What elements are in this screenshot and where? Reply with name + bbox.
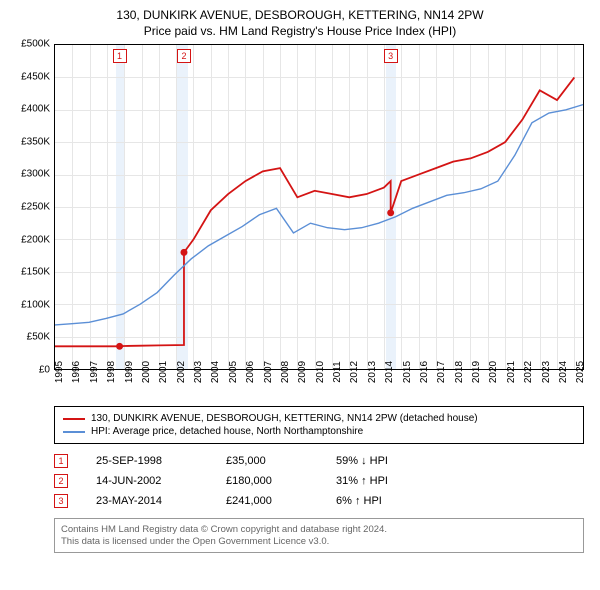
y-tick-label: £150K	[21, 267, 50, 278]
x-tick-label: 1998	[106, 361, 117, 383]
chart-container: 130, DUNKIRK AVENUE, DESBOROUGH, KETTERI…	[0, 0, 600, 559]
x-tick-label: 2001	[158, 361, 169, 383]
legend-label: HPI: Average price, detached house, Nort…	[91, 426, 363, 437]
x-tick-label: 1999	[124, 361, 135, 383]
plot-marker: 3	[384, 49, 398, 63]
x-tick-label: 2000	[141, 361, 152, 383]
note-row: 1 25-SEP-1998£35,00059% ↓ HPI	[54, 454, 584, 468]
x-tick-label: 2015	[402, 361, 413, 383]
note-marker: 2	[54, 474, 68, 488]
x-tick-label: 2007	[263, 361, 274, 383]
y-tick-label: £100K	[21, 299, 50, 310]
plot-marker: 1	[113, 49, 127, 63]
note-marker: 3	[54, 494, 68, 508]
y-axis: £0£50K£100K£150K£200K£250K£300K£350K£400…	[10, 44, 52, 370]
x-tick-label: 2016	[419, 361, 430, 383]
y-tick-label: £500K	[21, 39, 50, 50]
x-tick-label: 2019	[471, 361, 482, 383]
note-hpi: 31% ↑ HPI	[336, 475, 584, 487]
legend-label: 130, DUNKIRK AVENUE, DESBOROUGH, KETTERI…	[91, 413, 478, 424]
note-date: 25-SEP-1998	[96, 455, 226, 467]
y-tick-label: £200K	[21, 234, 50, 245]
note-row: 2 14-JUN-2002£180,00031% ↑ HPI	[54, 474, 584, 488]
x-tick-label: 2003	[193, 361, 204, 383]
y-tick-label: £350K	[21, 136, 50, 147]
x-tick-label: 2008	[280, 361, 291, 383]
x-axis: 1995199619971998199920002001200220032004…	[54, 370, 584, 394]
legend-item: 130, DUNKIRK AVENUE, DESBOROUGH, KETTERI…	[63, 413, 575, 424]
x-tick-label: 2017	[436, 361, 447, 383]
plot-area: 1 2 3	[54, 44, 584, 370]
x-tick-label: 2024	[558, 361, 569, 383]
y-tick-label: £50K	[27, 332, 50, 343]
note-marker: 1	[54, 454, 68, 468]
x-tick-label: 2018	[454, 361, 465, 383]
x-tick-label: 1995	[54, 361, 65, 383]
y-tick-label: £250K	[21, 202, 50, 213]
note-row: 3 23-MAY-2014£241,0006% ↑ HPI	[54, 494, 584, 508]
legend: 130, DUNKIRK AVENUE, DESBOROUGH, KETTERI…	[54, 406, 584, 444]
y-tick-label: £300K	[21, 169, 50, 180]
x-tick-label: 1997	[89, 361, 100, 383]
x-tick-label: 2004	[210, 361, 221, 383]
sale-point	[116, 343, 123, 350]
x-tick-label: 2011	[332, 361, 343, 383]
x-tick-label: 2014	[384, 361, 395, 383]
note-price: £35,000	[226, 455, 336, 467]
x-tick-label: 2021	[506, 361, 517, 383]
note-hpi: 6% ↑ HPI	[336, 495, 584, 507]
legend-swatch	[63, 431, 85, 433]
x-tick-label: 2009	[297, 361, 308, 383]
series-hpi	[55, 105, 583, 325]
chart-svg	[55, 45, 583, 369]
x-tick-label: 2022	[523, 361, 534, 383]
x-tick-label: 2005	[228, 361, 239, 383]
footer-line-2: This data is licensed under the Open Gov…	[61, 536, 577, 547]
x-tick-label: 2020	[488, 361, 499, 383]
x-tick-label: 2023	[541, 361, 552, 383]
sale-point	[387, 209, 394, 216]
x-tick-label: 2002	[176, 361, 187, 383]
note-date: 14-JUN-2002	[96, 475, 226, 487]
x-tick-label: 1996	[71, 361, 82, 383]
legend-item: HPI: Average price, detached house, Nort…	[63, 426, 575, 437]
x-tick-label: 2006	[245, 361, 256, 383]
title-line-2: Price paid vs. HM Land Registry's House …	[10, 24, 590, 38]
legend-swatch	[63, 418, 85, 420]
note-price: £241,000	[226, 495, 336, 507]
footer-line-1: Contains HM Land Registry data © Crown c…	[61, 524, 577, 535]
sale-notes: 1 25-SEP-1998£35,00059% ↓ HPI 2 14-JUN-2002…	[54, 454, 584, 508]
note-price: £180,000	[226, 475, 336, 487]
x-tick-label: 2010	[315, 361, 326, 383]
series-price-paid	[55, 77, 574, 346]
y-tick-label: £450K	[21, 71, 50, 82]
note-date: 23-MAY-2014	[96, 495, 226, 507]
chart-titles: 130, DUNKIRK AVENUE, DESBOROUGH, KETTERI…	[10, 8, 590, 38]
sale-point	[180, 249, 187, 256]
attribution-footer: Contains HM Land Registry data © Crown c…	[54, 518, 584, 553]
plot-marker: 2	[177, 49, 191, 63]
y-tick-label: £0	[39, 365, 50, 376]
title-line-1: 130, DUNKIRK AVENUE, DESBOROUGH, KETTERI…	[10, 8, 590, 22]
x-tick-label: 2013	[367, 361, 378, 383]
x-tick-label: 2012	[349, 361, 360, 383]
note-hpi: 59% ↓ HPI	[336, 455, 584, 467]
chart-area: £0£50K£100K£150K£200K£250K£300K£350K£400…	[54, 44, 584, 394]
x-tick-label: 2025	[575, 361, 586, 383]
y-tick-label: £400K	[21, 104, 50, 115]
